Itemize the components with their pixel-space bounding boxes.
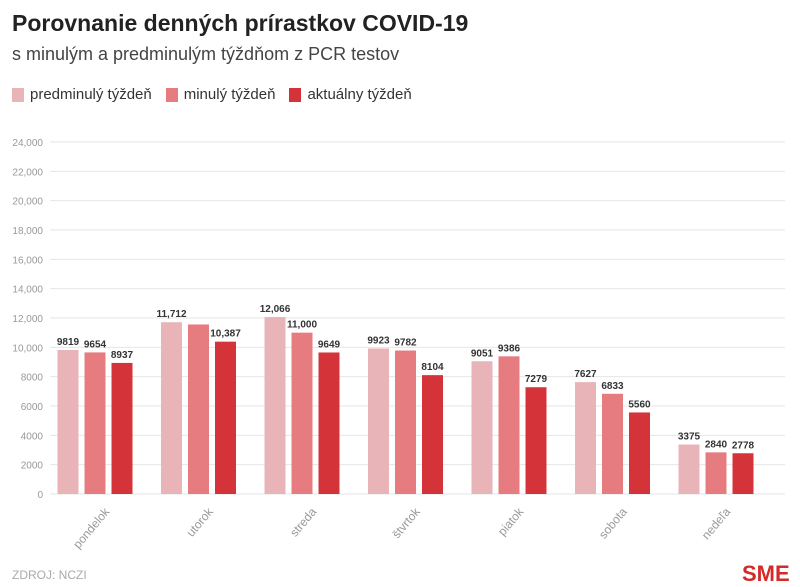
- x-tick-label: sobota: [596, 505, 630, 542]
- y-tick-label: 12,000: [12, 314, 43, 325]
- bar: [161, 322, 182, 494]
- bar: [678, 444, 700, 494]
- y-tick-label: 20,000: [12, 197, 43, 208]
- legend-item: minulý týždeň: [165, 86, 276, 103]
- bar: [422, 375, 443, 494]
- bar: [575, 382, 596, 494]
- legend-swatch: [12, 87, 24, 102]
- data-label: 12,066: [260, 304, 291, 315]
- data-label: 7627: [574, 369, 597, 380]
- legend-swatch: [289, 87, 302, 102]
- y-tick-label: 18,000: [12, 226, 43, 237]
- bar: [395, 350, 416, 494]
- chart-subtitle: s minulým a predminulým týždňom z PCR te…: [12, 44, 400, 64]
- sme-logo: SME: [742, 561, 790, 586]
- data-label: 3375: [678, 432, 701, 443]
- bar: [498, 356, 520, 494]
- bar: [264, 317, 286, 494]
- legend-label: aktuálny týždeň: [307, 86, 412, 103]
- data-label: 7279: [525, 374, 548, 385]
- data-label: 9386: [498, 343, 521, 354]
- y-tick-label: 22,000: [12, 167, 43, 178]
- legend: predminulý týždeň minulý týždeň aktuálny t…: [12, 86, 412, 103]
- bar: [368, 348, 389, 494]
- data-label: 8104: [421, 362, 444, 373]
- x-tick-label: pondelok: [70, 504, 113, 551]
- y-tick-label: 0: [37, 490, 43, 501]
- legend-label: minulý týždeň: [183, 86, 276, 103]
- bar: [471, 361, 493, 494]
- legend-item: predminulý týždeň: [12, 86, 152, 103]
- y-tick-label: 16,000: [12, 255, 43, 266]
- x-tick-label: štvrtok: [389, 504, 423, 541]
- bar: [629, 412, 650, 494]
- data-label: 9923: [367, 335, 390, 346]
- data-label: 10,387: [210, 329, 241, 340]
- chart-title: Porovnanie denných prírastkov COVID-19: [12, 10, 469, 36]
- data-label: 9649: [318, 339, 341, 350]
- bar: [525, 387, 547, 494]
- y-tick-label: 14,000: [12, 285, 43, 296]
- bar: [188, 324, 209, 494]
- data-label: 2778: [732, 440, 755, 451]
- bar: [318, 352, 340, 494]
- y-tick-label: 6000: [21, 402, 44, 413]
- legend-label: predminulý týždeň: [30, 86, 152, 103]
- y-tick-label: 4000: [21, 431, 44, 442]
- data-label: 8937: [111, 350, 134, 361]
- y-tick-label: 10,000: [12, 343, 43, 354]
- bar: [57, 349, 79, 494]
- legend-swatch: [165, 87, 178, 102]
- x-tick-label: streda: [287, 505, 319, 540]
- source-note: ZDROJ: NCZI: [12, 568, 87, 582]
- bar: [215, 341, 236, 494]
- data-label: 6833: [601, 381, 624, 392]
- bar: [291, 332, 313, 494]
- bar: [732, 453, 754, 494]
- data-label: 9782: [394, 338, 417, 349]
- data-label: 9051: [471, 348, 494, 359]
- data-label: 5560: [628, 399, 651, 410]
- y-tick-label: 2000: [21, 461, 44, 472]
- data-label: 9819: [57, 337, 80, 348]
- x-tick-label: utorok: [184, 504, 217, 539]
- legend-item: aktuálny týždeň: [289, 86, 412, 103]
- x-tick-label: nedeľa: [699, 505, 734, 542]
- y-tick-label: 24,000: [12, 138, 43, 149]
- bar: [84, 352, 106, 494]
- y-tick-label: 8000: [21, 373, 44, 384]
- x-tick-label: piatok: [495, 504, 527, 538]
- data-label: 11,712: [156, 309, 186, 320]
- data-label: 2840: [705, 439, 728, 450]
- bar: [602, 393, 623, 494]
- bar: [111, 362, 133, 494]
- data-label: 11,000: [287, 320, 317, 331]
- bar: [705, 452, 727, 494]
- data-label: 9654: [84, 339, 107, 350]
